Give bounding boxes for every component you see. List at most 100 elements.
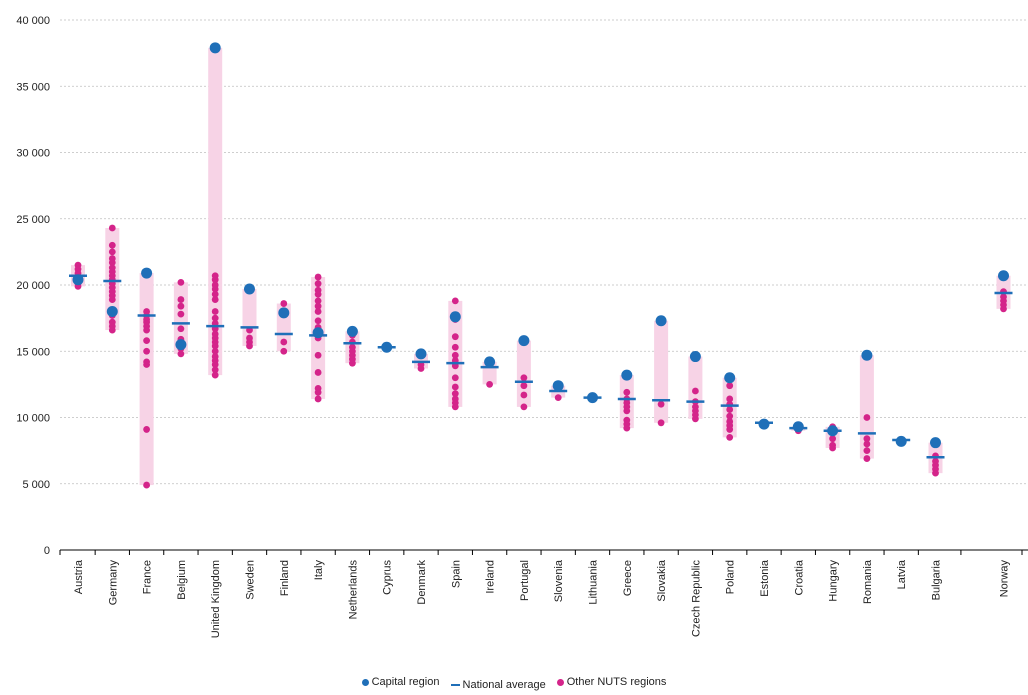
other-region-point — [143, 361, 151, 368]
other-region-point — [932, 469, 939, 477]
capital-region-point — [861, 349, 873, 361]
other-region-point — [623, 424, 631, 432]
capital-region-point — [209, 42, 221, 54]
other-region-point — [314, 297, 322, 305]
other-region-point — [726, 426, 734, 433]
y-tick-label: 40 000 — [16, 15, 50, 27]
legend-label-other: Other NUTS regions — [566, 676, 667, 688]
other-region-point — [692, 387, 699, 395]
range-bar — [654, 320, 669, 423]
other-region-point — [108, 241, 116, 249]
other-region-point — [108, 296, 116, 303]
y-tick-label: 20 000 — [16, 280, 50, 292]
capital-region-point — [244, 283, 255, 295]
capital-region-point — [587, 392, 598, 404]
other-region-point — [143, 426, 151, 433]
other-region-point — [211, 342, 219, 350]
x-tick-label: Sweden — [245, 560, 257, 600]
other-region-point — [177, 325, 185, 333]
other-region-point — [108, 224, 116, 232]
other-region-point — [726, 412, 734, 420]
other-region-point — [314, 290, 322, 298]
other-region-point — [314, 308, 322, 315]
other-region-point — [623, 407, 631, 415]
x-tick-label: France — [142, 560, 154, 594]
x-tick-label: Estonia — [759, 559, 771, 597]
x-tick-label: Finland — [279, 560, 291, 596]
other-region-point — [726, 395, 734, 403]
other-region-point — [657, 419, 665, 427]
capital-region-point — [141, 267, 153, 279]
other-region-point — [520, 391, 528, 399]
y-tick-label: 25 000 — [16, 214, 50, 226]
other-region-point — [726, 406, 734, 413]
other-region-point — [314, 273, 322, 281]
x-tick-label: Latvia — [896, 559, 908, 589]
other-region-point — [108, 248, 116, 256]
x-tick-label: Netherlands — [347, 560, 359, 620]
y-axis-tick-labels: 0 5 000 10 000 15 000 20 000 25 000 30 000 35 0… — [16, 15, 50, 557]
other-region-point — [108, 259, 116, 266]
x-tick-label: United Kingdom — [210, 560, 222, 638]
x-tick-label: Czech Republic — [690, 560, 702, 638]
other-nuts-marker-icon — [556, 678, 564, 686]
capital-region-point — [278, 307, 290, 319]
other-region-point — [177, 310, 185, 318]
capital-region-point — [758, 418, 770, 430]
capital-region-point — [106, 306, 118, 317]
other-region-point — [863, 435, 871, 443]
capital-region-point — [655, 315, 667, 327]
other-region-point — [143, 347, 151, 355]
other-region-point — [211, 285, 219, 293]
other-region-point — [211, 361, 219, 368]
other-region-point — [177, 278, 185, 286]
other-region-point — [280, 300, 288, 307]
other-region-point — [863, 440, 871, 448]
x-axis — [59, 549, 1028, 555]
other-region-point — [314, 369, 322, 376]
other-region-point — [451, 351, 459, 359]
x-tick-label: Slovakia — [656, 559, 668, 601]
x-tick-label: Germany — [107, 560, 119, 606]
capital-region-point — [621, 369, 633, 381]
other-region-point — [211, 366, 219, 374]
gridlines — [60, 19, 1028, 485]
other-region-point — [863, 414, 871, 421]
other-region-point — [314, 395, 322, 403]
y-tick-label: 15 000 — [16, 346, 50, 358]
y-tick-label: 5 000 — [22, 479, 50, 491]
other-region-point — [143, 326, 151, 334]
other-region-point — [726, 433, 734, 441]
other-region-point — [829, 435, 836, 443]
other-region-point — [314, 351, 322, 359]
other-region-point — [520, 374, 528, 382]
x-tick-label: Hungary — [828, 560, 840, 602]
capital-region-point — [449, 311, 461, 323]
range-bar — [139, 273, 154, 486]
capital-region-point — [998, 270, 1009, 282]
capital-region-marker-icon — [361, 678, 369, 686]
other-region-point — [108, 326, 116, 334]
x-tick-label: Slovenia — [553, 559, 565, 602]
x-tick-label: Belgium — [176, 560, 188, 600]
other-region-point — [1000, 305, 1007, 313]
capital-region-point — [827, 425, 839, 437]
capital-region-point — [415, 348, 427, 360]
capital-region-point — [381, 341, 393, 353]
legend-label-national: National average — [462, 678, 546, 691]
y-tick-label: 30 000 — [16, 148, 50, 160]
other-region-point — [623, 388, 631, 396]
other-region-point — [211, 314, 219, 322]
other-region-point — [451, 343, 459, 351]
x-tick-label: Spain — [450, 560, 462, 588]
range-bar — [516, 340, 531, 407]
x-tick-label: Italy — [313, 560, 325, 581]
x-tick-label: Cyprus — [382, 560, 394, 595]
other-region-point — [451, 390, 459, 398]
other-region-point — [829, 444, 836, 452]
other-region-point — [314, 317, 322, 325]
legend-item-other: Other NUTS regions — [556, 676, 667, 688]
x-tick-label: Poland — [725, 560, 737, 594]
other-region-point — [314, 302, 322, 310]
other-region-point — [177, 296, 185, 303]
